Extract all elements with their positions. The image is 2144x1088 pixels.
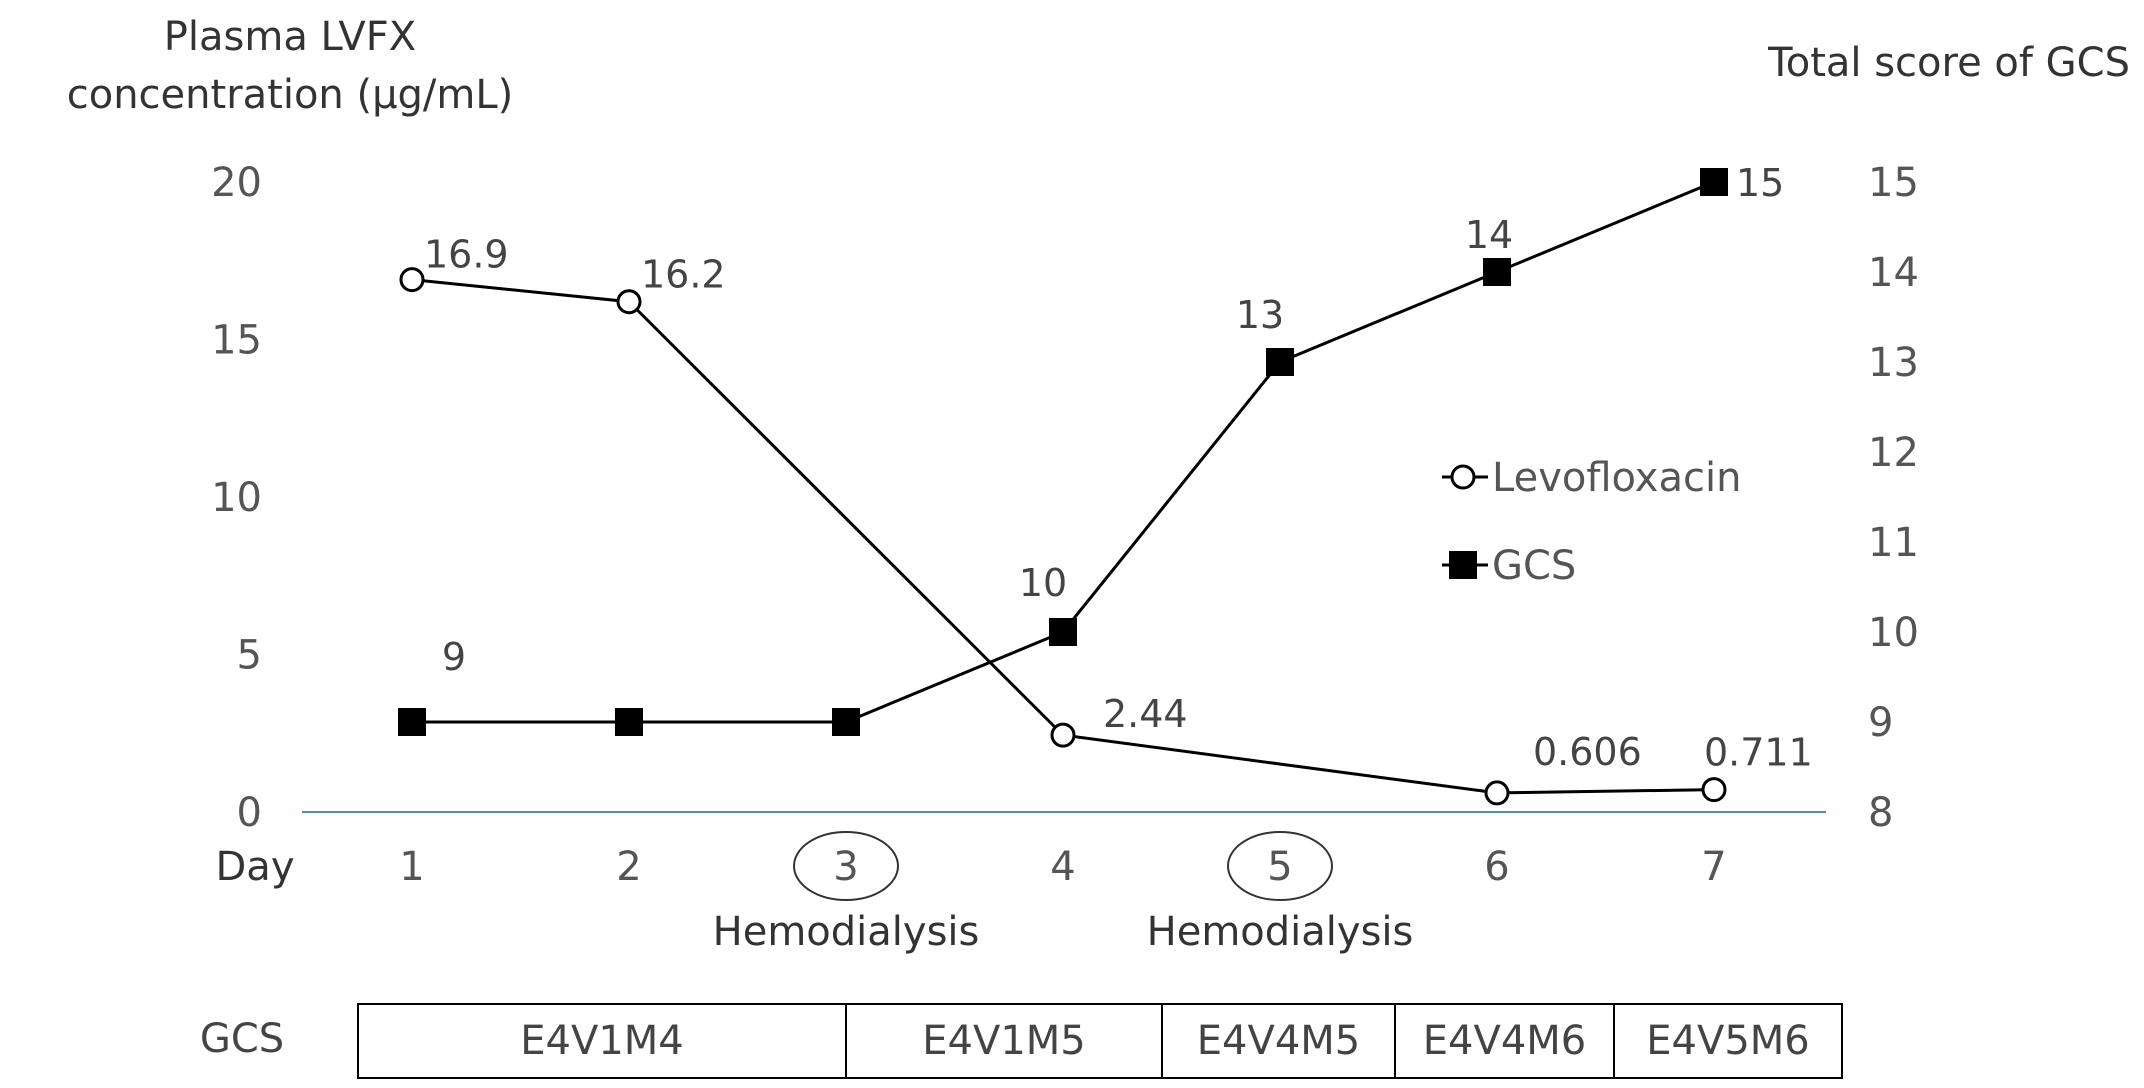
right-axis-ticks: 8 9 10 11 12 13 14 15 — [1868, 160, 1919, 836]
right-axis-title: Total score of GCS — [1767, 40, 2130, 86]
hemodialysis-label: Hemodialysis — [1147, 909, 1414, 955]
gcs-data-label: 14 — [1465, 213, 1513, 257]
x-axis-label: Day — [216, 844, 295, 890]
gcs-point — [1049, 618, 1077, 646]
hemodialysis-day-circle — [793, 831, 899, 901]
legend-gcs-marker — [1449, 551, 1477, 579]
legend: Levofloxacin GCS — [1442, 455, 1741, 589]
gcs-table-cell-text: E4V1M5 — [922, 1018, 1086, 1064]
gcs-data-label: 10 — [1019, 561, 1067, 605]
gcs-table-cell — [1394, 1003, 1615, 1079]
left-tick-label: 15 — [211, 318, 262, 364]
gcs-point — [1483, 258, 1511, 286]
gcs-data-label: 9 — [442, 635, 466, 679]
right-tick-label: 8 — [1868, 790, 1893, 836]
levofloxacin-data-label: 16.9 — [424, 233, 509, 277]
gcs-table-cell — [1161, 1003, 1396, 1079]
right-tick-label: 10 — [1868, 610, 1919, 656]
gcs-table-label: GCS — [200, 1016, 284, 1062]
levofloxacin-data-label: 2.44 — [1103, 692, 1188, 736]
gcs-table-cell-text: E4V1M4 — [520, 1018, 684, 1064]
gcs-table-cell — [357, 1003, 847, 1079]
left-axis-ticks: 0 5 10 15 20 — [211, 160, 262, 836]
left-axis-title-line1: Plasma LVFX — [164, 14, 416, 60]
right-tick-label: 15 — [1868, 160, 1919, 206]
x-tick-label: 3 — [833, 844, 858, 890]
gcs-table: GCS E4V1M4 E4V1M5 E4V4M5 E4V4M6 E4V5M6 — [200, 1003, 1843, 1079]
right-tick-label: 12 — [1868, 430, 1919, 476]
left-tick-label: 20 — [211, 160, 262, 206]
gcs-table-cell-text: E4V4M6 — [1423, 1018, 1587, 1064]
x-tick-label: 7 — [1701, 844, 1726, 890]
x-tick-label: 2 — [616, 844, 641, 890]
gcs-point — [1266, 348, 1294, 376]
hemodialysis-label: Hemodialysis — [713, 909, 980, 955]
gcs-point — [832, 708, 860, 736]
left-tick-label: 5 — [237, 633, 262, 679]
left-tick-label: 0 — [237, 790, 262, 836]
levofloxacin-point — [1701, 777, 1727, 803]
legend-gcs-label: GCS — [1492, 543, 1576, 589]
left-tick-label: 10 — [211, 475, 262, 521]
levofloxacin-point — [1050, 722, 1076, 748]
x-tick-label: 1 — [399, 844, 424, 890]
x-tick-label: 6 — [1484, 844, 1509, 890]
gcs-point — [615, 708, 643, 736]
gcs-table-cell — [845, 1003, 1163, 1079]
gcs-data-label: 15 — [1736, 161, 1784, 205]
levofloxacin-point — [399, 267, 425, 293]
gcs-point — [398, 708, 426, 736]
gcs-data-label: 13 — [1236, 293, 1284, 337]
gcs-table-cell-text: E4V4M5 — [1197, 1018, 1361, 1064]
x-tick-label: 4 — [1050, 844, 1075, 890]
levofloxacin-data-label: 16.2 — [641, 253, 726, 297]
right-tick-label: 9 — [1868, 700, 1893, 746]
levofloxacin-point — [616, 289, 642, 315]
x-tick-label: 5 — [1267, 844, 1292, 890]
left-axis-title-line2: concentration (μg/mL) — [67, 72, 514, 118]
levofloxacin-data-label: 0.606 — [1533, 730, 1642, 774]
gcs-point — [1700, 168, 1728, 196]
levofloxacin-point — [1484, 780, 1510, 806]
data-labels: 16.9 16.2 2.44 0.606 0.711 9 10 13 14 15 — [424, 161, 1813, 775]
series-markers — [398, 168, 1728, 806]
right-tick-label: 11 — [1868, 520, 1919, 566]
legend-levofloxacin-marker — [1450, 464, 1476, 490]
hemodialysis-day-circle — [1227, 831, 1333, 901]
legend-levofloxacin-label: Levofloxacin — [1492, 455, 1741, 501]
gcs-table-cell-text: E4V5M6 — [1646, 1018, 1810, 1064]
right-tick-label: 13 — [1868, 340, 1919, 386]
levofloxacin-line — [411, 278, 1715, 795]
right-tick-label: 14 — [1868, 250, 1919, 296]
gcs-table-cell — [1613, 1003, 1843, 1079]
levofloxacin-data-label: 0.711 — [1704, 731, 1813, 775]
x-tick-labels: 1 2 Hemodialysis 3 4 Hemodialysis 5 6 7 — [399, 831, 1727, 955]
